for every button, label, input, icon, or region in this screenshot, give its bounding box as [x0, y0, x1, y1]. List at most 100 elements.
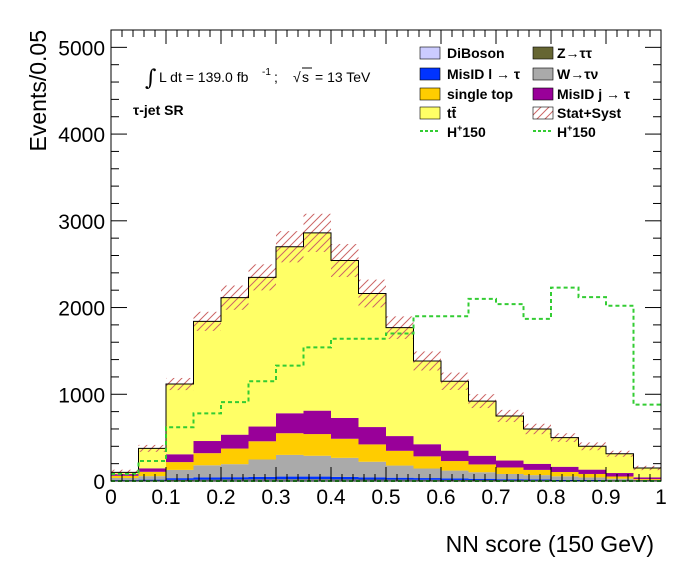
bar-tt-1 [138, 448, 166, 469]
y-axis-title: Events/0.05 [25, 30, 51, 151]
legend-label-ztautau: Z→ττ [557, 45, 593, 61]
bar-misid-l-8 [331, 476, 359, 480]
legend-swatch-stat-syst [532, 106, 554, 120]
bar-misid-j-12 [441, 450, 469, 462]
bar-misid-j-3 [193, 441, 221, 454]
x-tick-label-6: 0.6 [426, 486, 455, 509]
bar-z-6 [276, 479, 304, 480]
bar-diboson-5 [248, 479, 276, 481]
bar-misid-l-15 [523, 479, 551, 481]
bar-tt-17 [578, 446, 606, 470]
bar-w-16 [551, 476, 579, 480]
x-tick-label-9: 0.9 [591, 486, 620, 509]
bar-w-12 [441, 470, 469, 479]
legend-label-misid-lepton: MisID l → τ [447, 66, 521, 82]
luminosity-annotation: ∫ L dt = 139.0 fb -1 ; √ s = 13 TeV [145, 66, 371, 91]
bar-misid-j-15 [523, 463, 551, 470]
x-tick-label-0: 0 [105, 486, 117, 509]
bar-misid-l-6 [276, 476, 304, 480]
bar-misid-l-7 [303, 476, 331, 480]
bar-single-top-14 [496, 467, 524, 474]
bar-z-7 [303, 479, 331, 480]
legend-swatch-wtaunu [532, 67, 554, 81]
region-label: τ-jet SR [133, 102, 184, 118]
bar-misid-l-1 [138, 479, 166, 481]
bar-tt-19 [633, 467, 661, 478]
bar-misid-l-17 [578, 480, 606, 481]
legend-swatch-misid-jet [532, 87, 554, 101]
lumi-separator: ; [274, 69, 278, 85]
bar-single-top-3 [193, 453, 221, 466]
sqrt-s-text: s [302, 69, 309, 85]
bar-misid-j-8 [331, 417, 359, 439]
bar-w-10 [386, 465, 414, 478]
bar-misid-l-11 [413, 478, 441, 480]
legend-label-misid-jet: MisID j → τ [557, 86, 631, 102]
bar-tt-5 [248, 277, 276, 427]
legend-label-signal-2: H+150 [557, 123, 596, 140]
x-tick-label-1: 0.1 [151, 486, 180, 509]
bar-misid-l-9 [358, 477, 386, 480]
bar-misid-l-3 [193, 477, 221, 480]
bar-tt-9 [358, 293, 386, 428]
x-tick-label-7: 0.7 [481, 486, 510, 509]
bar-misid-j-16 [551, 466, 579, 472]
bar-diboson-4 [221, 479, 249, 481]
legend-label-diboson: DiBoson [447, 45, 505, 61]
bar-w-18 [606, 478, 634, 481]
bar-misid-l-13 [468, 478, 496, 481]
bar-w-9 [358, 461, 386, 478]
legend-label-wtaunu: W→τν [557, 66, 598, 82]
bar-tt-15 [523, 428, 551, 464]
bar-z-9 [358, 479, 386, 481]
bar-single-top-11 [413, 456, 441, 469]
x-tick-label-10: 1 [655, 486, 667, 509]
bar-misid-j-18 [606, 473, 634, 477]
signal-2-sup: + [567, 123, 572, 133]
bar-single-top-6 [276, 433, 304, 455]
bar-misid-l-12 [441, 478, 469, 480]
y-tick-label-1: 1000 [58, 384, 105, 407]
bar-misid-l-2 [166, 478, 194, 480]
bar-misid-j-2 [166, 454, 194, 463]
bar-misid-j-10 [386, 436, 414, 451]
bar-w-8 [331, 457, 359, 477]
bar-w-7 [303, 455, 331, 477]
bar-single-top-2 [166, 462, 194, 470]
bar-tt-14 [496, 415, 524, 461]
bar-tt-6 [276, 246, 304, 414]
bar-misid-j-17 [578, 469, 606, 474]
bar-single-top-13 [468, 464, 496, 473]
bar-single-top-12 [441, 461, 469, 471]
bar-single-top-5 [248, 441, 276, 460]
bar-single-top-19 [633, 479, 661, 480]
signal-2-name: H [557, 124, 567, 140]
signal-curve-2 [111, 286, 661, 476]
bar-single-top-4 [221, 448, 249, 465]
y-tick-label-2: 2000 [58, 298, 105, 321]
x-tick-label-4: 0.4 [316, 486, 346, 509]
bar-misid-l-5 [248, 476, 276, 480]
bar-z-8 [331, 479, 359, 480]
integral-symbol: ∫ [145, 66, 157, 91]
legend-swatch-diboson [419, 46, 441, 60]
bar-z-3 [193, 479, 221, 481]
x-tick-label-2: 0.2 [206, 486, 235, 509]
stacked-histograms [111, 232, 661, 481]
bar-misid-l-16 [551, 479, 579, 481]
bar-misid-j-11 [413, 444, 441, 457]
bar-w-4 [221, 464, 249, 478]
energy-text: = 13 TeV [315, 69, 371, 85]
bar-tt-10 [386, 327, 414, 437]
legend-label-ttbar: tt̄ [447, 105, 457, 121]
bar-single-top-15 [523, 469, 551, 476]
bar-tt-16 [551, 437, 579, 467]
legend: DiBoson Z→ττ MisID l → τ W→τν single top… [419, 45, 631, 140]
legend-label-signal-1: H+150 [447, 123, 486, 140]
bar-w-19 [633, 479, 661, 481]
bar-misid-j-4 [221, 434, 249, 449]
bar-misid-j-7 [303, 410, 331, 435]
bar-misid-j-13 [468, 455, 496, 465]
y-tick-label-3: 3000 [58, 211, 105, 234]
